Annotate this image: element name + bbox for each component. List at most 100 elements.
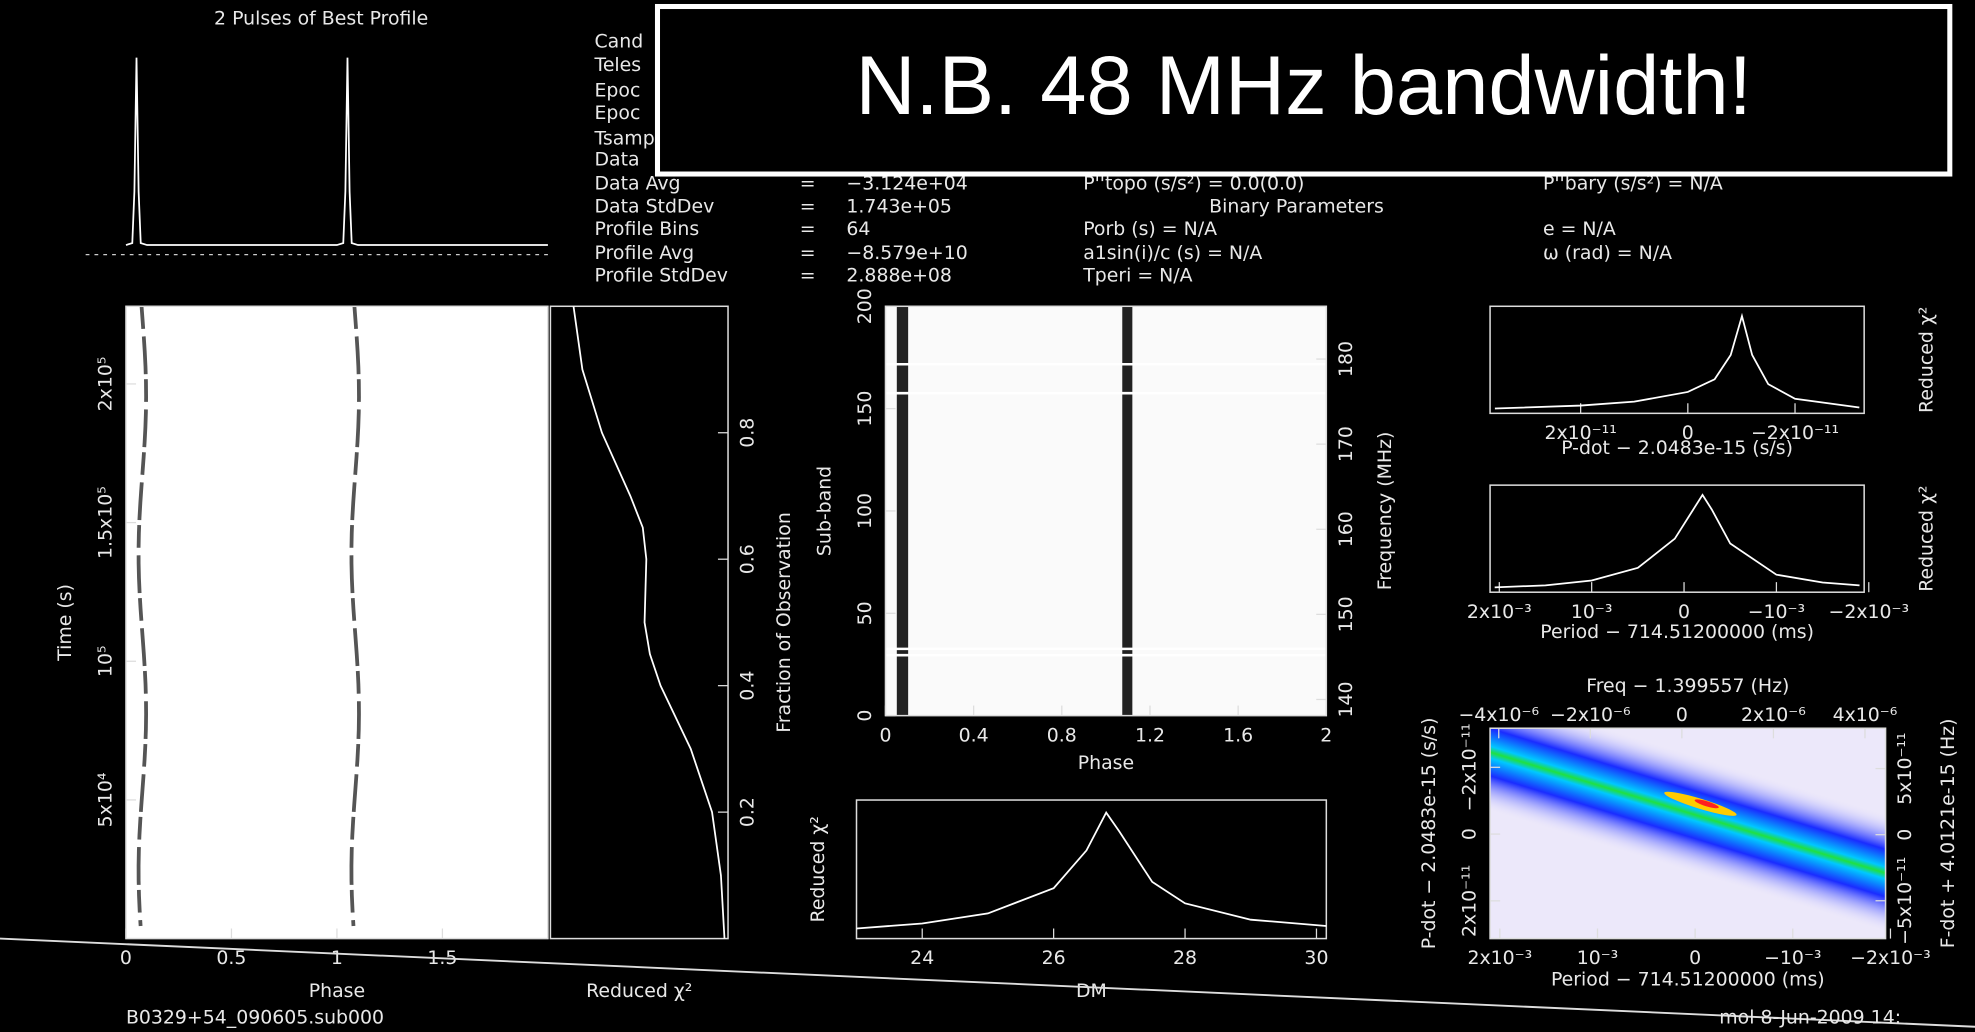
- info-text: 1.743e+05: [846, 195, 951, 217]
- x-tick-label: 0.8: [1047, 724, 1077, 746]
- y2-axis-label: Reduced χ²: [1916, 307, 1938, 413]
- y2-tick-label: 0.6: [737, 544, 759, 574]
- x-tick-label: 10⁻³: [1577, 947, 1619, 969]
- x2-tick-label: 2x10⁻⁶: [1741, 704, 1806, 726]
- y-axis-label: Reduced χ²: [807, 816, 829, 922]
- info-text: =: [800, 265, 816, 287]
- banner: N.B. 48 MHz bandwidth!: [855, 39, 1751, 132]
- y-axis-label: Fraction of Observation: [773, 512, 795, 732]
- x2-tick-label: −2x10⁻⁶: [1550, 704, 1631, 726]
- x-tick-label: 1.6: [1223, 724, 1253, 746]
- x-axis-label: Reduced χ²: [586, 980, 692, 1002]
- y2-axis-label: Frequency (MHz): [1374, 432, 1396, 591]
- x-axis-label: Phase: [1078, 752, 1134, 774]
- x-tick-label: 1.2: [1135, 724, 1165, 746]
- x-tick-label: −2x10⁻³: [1850, 947, 1931, 969]
- y-tick-label: 0: [854, 710, 876, 722]
- x-tick-label: 24: [910, 947, 934, 969]
- info-text: Data StdDev: [595, 195, 715, 217]
- info-text: Tsamp: [594, 127, 655, 149]
- x2-tick-label: 0: [1676, 704, 1688, 726]
- chi2-curve: [574, 306, 725, 938]
- y2-tick-label: 0.2: [737, 797, 759, 827]
- x-tick-label: 0.5: [216, 947, 246, 969]
- y-tick-label: 150: [854, 391, 876, 427]
- y2-tick-label: 150: [1335, 596, 1357, 632]
- x-tick-label: −10⁻³: [1748, 601, 1805, 623]
- curve: [126, 58, 548, 245]
- y-tick-label: −2x10⁻¹¹: [1458, 723, 1480, 811]
- y2-tick-label: 0.4: [737, 671, 759, 701]
- info-text: =: [800, 218, 816, 240]
- y2-axis-label: Reduced χ²: [1916, 486, 1938, 592]
- info-text: 64: [846, 218, 870, 240]
- x-tick-label: 0: [1689, 947, 1701, 969]
- info-text: =: [800, 242, 816, 264]
- y2-tick-label: 160: [1335, 511, 1357, 547]
- y2-tick-label: 140: [1335, 681, 1357, 717]
- x-axis-label: Period − 714.51200000 (ms): [1540, 621, 1814, 643]
- info-text: =: [800, 195, 816, 217]
- x-axis-label: P-dot − 2.0483e-15 (s/s): [1561, 437, 1793, 459]
- x-tick-label: 0: [879, 724, 891, 746]
- x-axis-label: DM: [1076, 980, 1107, 1002]
- curve: [1495, 495, 1860, 587]
- y2-axis-label: F-dot + 4.0121e-15 (Hz): [1937, 719, 1959, 949]
- plot-frame: [550, 306, 728, 938]
- curve: [857, 813, 1327, 929]
- info-text: Data: [595, 149, 640, 171]
- info-text: e = N/A: [1543, 218, 1616, 240]
- page: { "banner": "N.B. 48 MHz bandwidth!", "i…: [0, 0, 1975, 1032]
- y-axis-label: Time (s): [54, 584, 76, 662]
- info-text: −8.579e+10: [846, 242, 967, 264]
- x-tick-label: 2x10⁻³: [1467, 947, 1532, 969]
- x-tick-label: 2: [1320, 724, 1332, 746]
- y2-tick-label: 0.8: [737, 418, 759, 448]
- info-text: Teles: [594, 54, 642, 76]
- info-text: Epoc: [595, 79, 641, 101]
- info-text: Tperi = N/A: [1082, 265, 1192, 287]
- y-tick-label: 0: [1458, 828, 1480, 840]
- info-text: Cand: [595, 30, 644, 52]
- x-tick-label: −10⁻³: [1764, 947, 1821, 969]
- y2-tick-label: 0: [1894, 829, 1916, 841]
- x-axis-label: Phase: [309, 980, 365, 1002]
- info-text: Epoc: [595, 102, 641, 124]
- x-tick-label: 0: [1678, 601, 1690, 623]
- curve: [1495, 316, 1859, 408]
- y-tick-label: 1.5x10⁵: [94, 486, 116, 559]
- info-text: Porb (s) = N/A: [1083, 218, 1217, 240]
- plot-screen: CandTelesEpocEpocTsampDataData Avg=−3.12…: [0, 0, 1975, 1032]
- x-tick-label: 2x10⁻³: [1467, 601, 1532, 623]
- y-axis-label: Sub-band: [814, 466, 836, 556]
- x-tick-label: 28: [1173, 947, 1197, 969]
- x-tick-label: −2x10⁻³: [1829, 601, 1910, 623]
- y-tick-label: 2x10⁵: [94, 357, 116, 412]
- x-axis-label: Period − 714.51200000 (ms): [1551, 969, 1825, 991]
- info-text: a1sin(i)/c (s) = N/A: [1083, 242, 1262, 264]
- x-tick-label: 1: [331, 947, 343, 969]
- y2-tick-label: 5x10⁻¹¹: [1894, 732, 1916, 804]
- info-text: Profile Avg: [595, 242, 695, 264]
- y2-tick-label: 180: [1335, 341, 1357, 377]
- y-tick-label: 50: [854, 601, 876, 625]
- info-text: Profile Bins: [595, 218, 700, 240]
- y-tick-label: 2x10⁻¹¹: [1458, 865, 1480, 937]
- y-tick-label: 10⁵: [94, 645, 116, 677]
- info-text: 2.888e+08: [846, 265, 951, 287]
- info-text: ω (rad) = N/A: [1543, 242, 1672, 264]
- plot-frame: [1490, 306, 1864, 413]
- y-tick-label: 100: [854, 493, 876, 529]
- plot-frame: [1490, 485, 1864, 592]
- x-tick-label: 0: [120, 947, 132, 969]
- x-tick-label: 30: [1304, 947, 1328, 969]
- y-axis-label: P-dot − 2.0483e-15 (s/s): [1418, 718, 1440, 950]
- y2-tick-label: 170: [1335, 426, 1357, 462]
- plot-area: [126, 306, 548, 938]
- info-text: Binary Parameters: [1209, 195, 1384, 217]
- x-tick-label: 10⁻³: [1571, 601, 1613, 623]
- x-tick-label: 26: [1042, 947, 1066, 969]
- footer-date: mol 8-Jun-2009 14:: [1719, 1006, 1901, 1028]
- y-tick-label: 5x10⁴: [94, 773, 116, 828]
- x2-axis-label: Freq − 1.399557 (Hz): [1586, 675, 1789, 697]
